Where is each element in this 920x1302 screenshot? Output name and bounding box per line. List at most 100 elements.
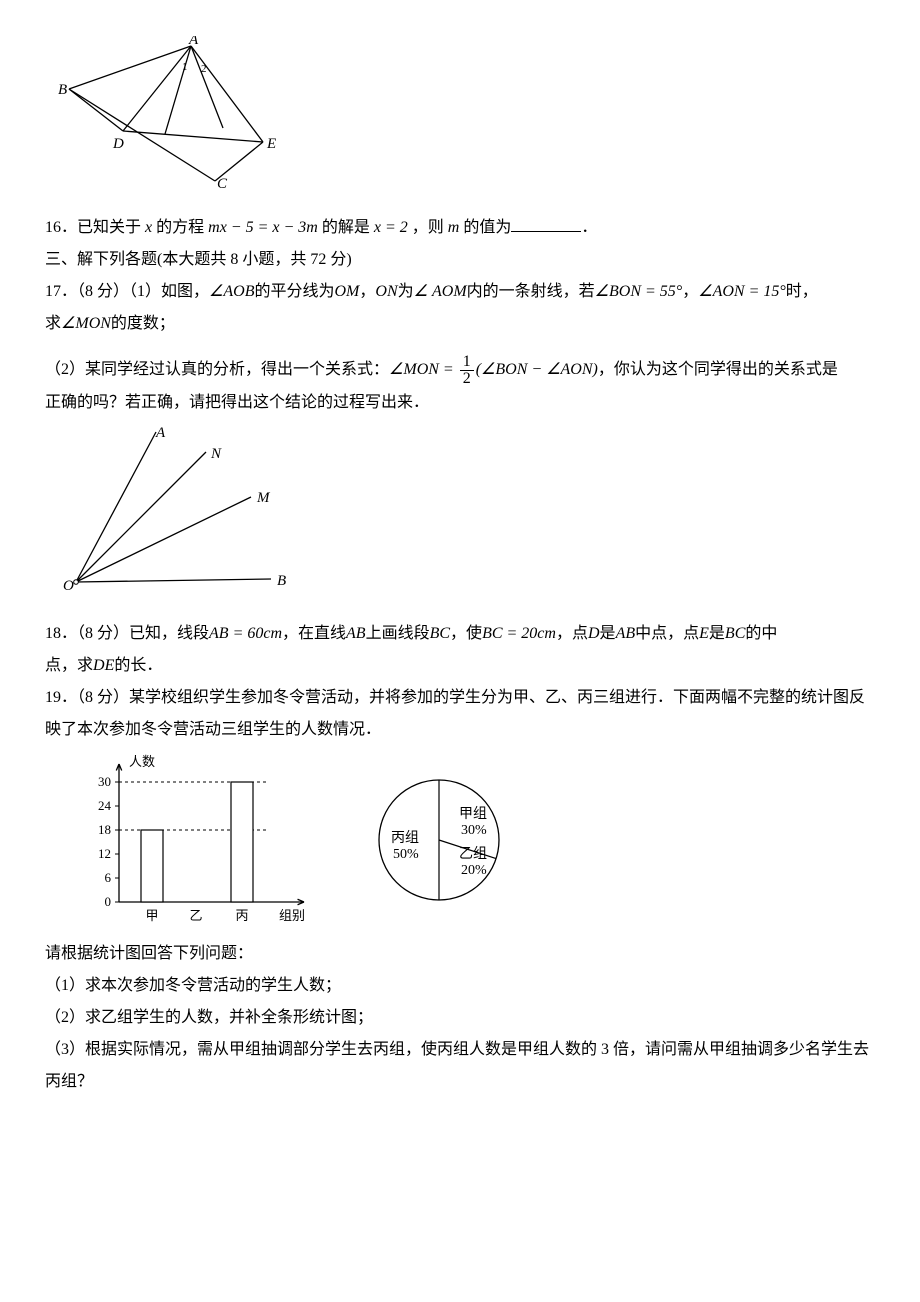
fraction-half: 12	[460, 354, 474, 387]
q18-DE: DE	[93, 657, 114, 674]
q16-mid2: 的解是	[322, 219, 370, 236]
q18-c: 上画线段	[366, 625, 430, 642]
q17-l1b: 的平分线为	[254, 283, 334, 300]
q18-Dp: D	[588, 625, 600, 642]
q18-line2: 点，求DE的长．	[45, 650, 875, 682]
q16-eqn: mx − 5 = x − 3m	[208, 219, 318, 236]
q16-tail: 的值为	[463, 219, 511, 236]
q15-diagram: ABDCE12	[55, 36, 285, 194]
q18-l2a: 点，求	[45, 657, 93, 674]
q19-sub1: （1）求本次参加冬令营活动的学生人数；	[45, 970, 875, 1002]
svg-text:B: B	[277, 573, 286, 589]
q18-line1: 18．（8 分）已知，线段AB = 60cm，在直线AB上画线段BC，使BC =…	[45, 618, 875, 650]
svg-text:N: N	[210, 446, 222, 462]
svg-text:C: C	[217, 176, 228, 192]
svg-text:A: A	[155, 425, 166, 441]
q17-diagram: ANMBO	[59, 425, 299, 600]
q19-sub2: （2）求乙组学生的人数，并补全条形统计图；	[45, 1002, 875, 1034]
q17-angAOB: ∠AOB	[209, 283, 254, 300]
q18-l2b: 的长．	[114, 657, 162, 674]
q17-OM: OM	[334, 283, 359, 300]
q17-angMON: ∠MON	[61, 315, 111, 332]
q18-ABline: AB	[346, 625, 366, 642]
q18-BC2: BC	[725, 625, 745, 642]
q18-AB: AB = 60cm	[209, 625, 282, 642]
q17-line3: （2）某同学经过认真的分析，得出一个关系式：∠MON = 12(∠BON − ∠…	[45, 354, 875, 387]
q16: 16．已知关于 x 的方程 mx − 5 = x − 3m 的解是 x = 2 …	[45, 212, 875, 244]
svg-text:M: M	[256, 490, 271, 506]
q19-charts: 人数组别 0 6 12 18 24 30 甲 乙 丙 甲组30% 乙组20% 丙组50%	[73, 752, 875, 932]
q19-bar-chart: 人数组别 0 6 12 18 24 30 甲 乙 丙	[73, 752, 323, 932]
svg-text:E: E	[266, 136, 276, 152]
q17-ON: ON	[375, 283, 397, 300]
q19-line1: 19．（8 分）某学校组织学生参加冬令营活动，并将参加的学生分为甲、乙、丙三组进…	[45, 682, 875, 714]
q16-mid3: ，则	[412, 219, 444, 236]
svg-text:2: 2	[201, 63, 207, 75]
q16-x: x	[145, 219, 152, 236]
svg-text:50%: 50%	[393, 847, 419, 862]
q17-line1: 17．（8 分）（1）如图，∠AOB的平分线为OM，ON为∠ AOM内的一条射线…	[45, 276, 875, 308]
q17-line2: 求∠MON的度数；	[45, 308, 875, 340]
svg-text:甲: 甲	[145, 908, 158, 923]
svg-text:丙组: 丙组	[391, 830, 419, 846]
q17-l1c: ，	[359, 283, 375, 300]
q17-angAON: ∠AON = 15°	[698, 283, 786, 300]
q17-l1g: 时，	[786, 283, 818, 300]
q17-line4: 正确的吗？若正确，请把得出这个结论的过程写出来．	[45, 387, 875, 419]
q18-a: 18．（8 分）已知，线段	[45, 625, 209, 642]
q18-Ep: E	[699, 625, 709, 642]
q18-BC: BC	[430, 625, 450, 642]
q17-rel-right: (∠BON − ∠AON)	[476, 361, 598, 378]
svg-text:1: 1	[182, 61, 188, 73]
q19-sub3b: 丙组？	[45, 1066, 875, 1098]
svg-text:6: 6	[105, 870, 112, 885]
q16-blank	[511, 215, 581, 232]
q17-l3a: （2）某同学经过认真的分析，得出一个关系式：	[45, 361, 389, 378]
q18-d: ，使	[450, 625, 482, 642]
q17-angAOM: ∠ AOM	[414, 283, 467, 300]
figure-q17: ANMBO	[59, 425, 875, 612]
q18-g: 中点，点	[635, 625, 699, 642]
q16-sol: x = 2	[374, 219, 408, 236]
svg-text:24: 24	[98, 798, 112, 813]
q17-l3b: ，你认为这个同学得出的关系式是	[598, 361, 838, 378]
q16-mid1: 的方程	[156, 219, 204, 236]
svg-text:丙: 丙	[235, 908, 248, 923]
q18-e: ，点	[556, 625, 588, 642]
q16-end: ．	[581, 219, 597, 236]
svg-text:乙组: 乙组	[459, 846, 487, 862]
svg-text:乙: 乙	[189, 908, 202, 923]
q18-BCv: BC = 20cm	[482, 625, 556, 642]
q16-m: m	[448, 219, 460, 236]
svg-text:30%: 30%	[461, 823, 487, 838]
svg-text:组别: 组别	[279, 908, 305, 923]
q17-l1f: ，	[682, 283, 698, 300]
q18-f: 是	[600, 625, 616, 642]
q18-h: 是	[709, 625, 725, 642]
q18-i: 的中	[745, 625, 777, 642]
svg-text:D: D	[112, 136, 124, 152]
q17-l2a: 求	[45, 315, 61, 332]
svg-text:甲组: 甲组	[459, 806, 487, 822]
figure-q15: ABDCE12	[55, 36, 875, 206]
svg-text:30: 30	[98, 774, 111, 789]
q17-l1e: 内的一条射线，若	[467, 283, 595, 300]
svg-text:20%: 20%	[461, 863, 487, 878]
q17-angBON: ∠BON = 55°	[595, 283, 683, 300]
svg-text:12: 12	[98, 846, 111, 861]
q19-sub3: （3）根据实际情况，需从甲组抽调部分学生去丙组，使丙组人数是甲组人数的 3 倍，…	[45, 1034, 875, 1066]
q19-line2: 映了本次参加冬令营活动三组学生的人数情况．	[45, 714, 875, 746]
q17-l1a: 17．（8 分）（1）如图，	[45, 283, 209, 300]
q18-b: ，在直线	[282, 625, 346, 642]
svg-text:A: A	[188, 36, 199, 48]
q17-l1d: 为	[398, 283, 414, 300]
q17-l2b: 的度数；	[111, 315, 175, 332]
section-3-header: 三、解下列各题(本大题共 8 小题，共 72 分)	[45, 244, 875, 276]
q18-AB2: AB	[616, 625, 636, 642]
q17-rel-left: ∠MON =	[389, 361, 454, 378]
svg-text:0: 0	[105, 894, 112, 909]
q19-pie-chart: 甲组30% 乙组20% 丙组50%	[369, 770, 519, 920]
svg-text:人数: 人数	[129, 754, 155, 769]
svg-text:18: 18	[98, 822, 111, 837]
q19-prompt: 请根据统计图回答下列问题：	[45, 938, 875, 970]
